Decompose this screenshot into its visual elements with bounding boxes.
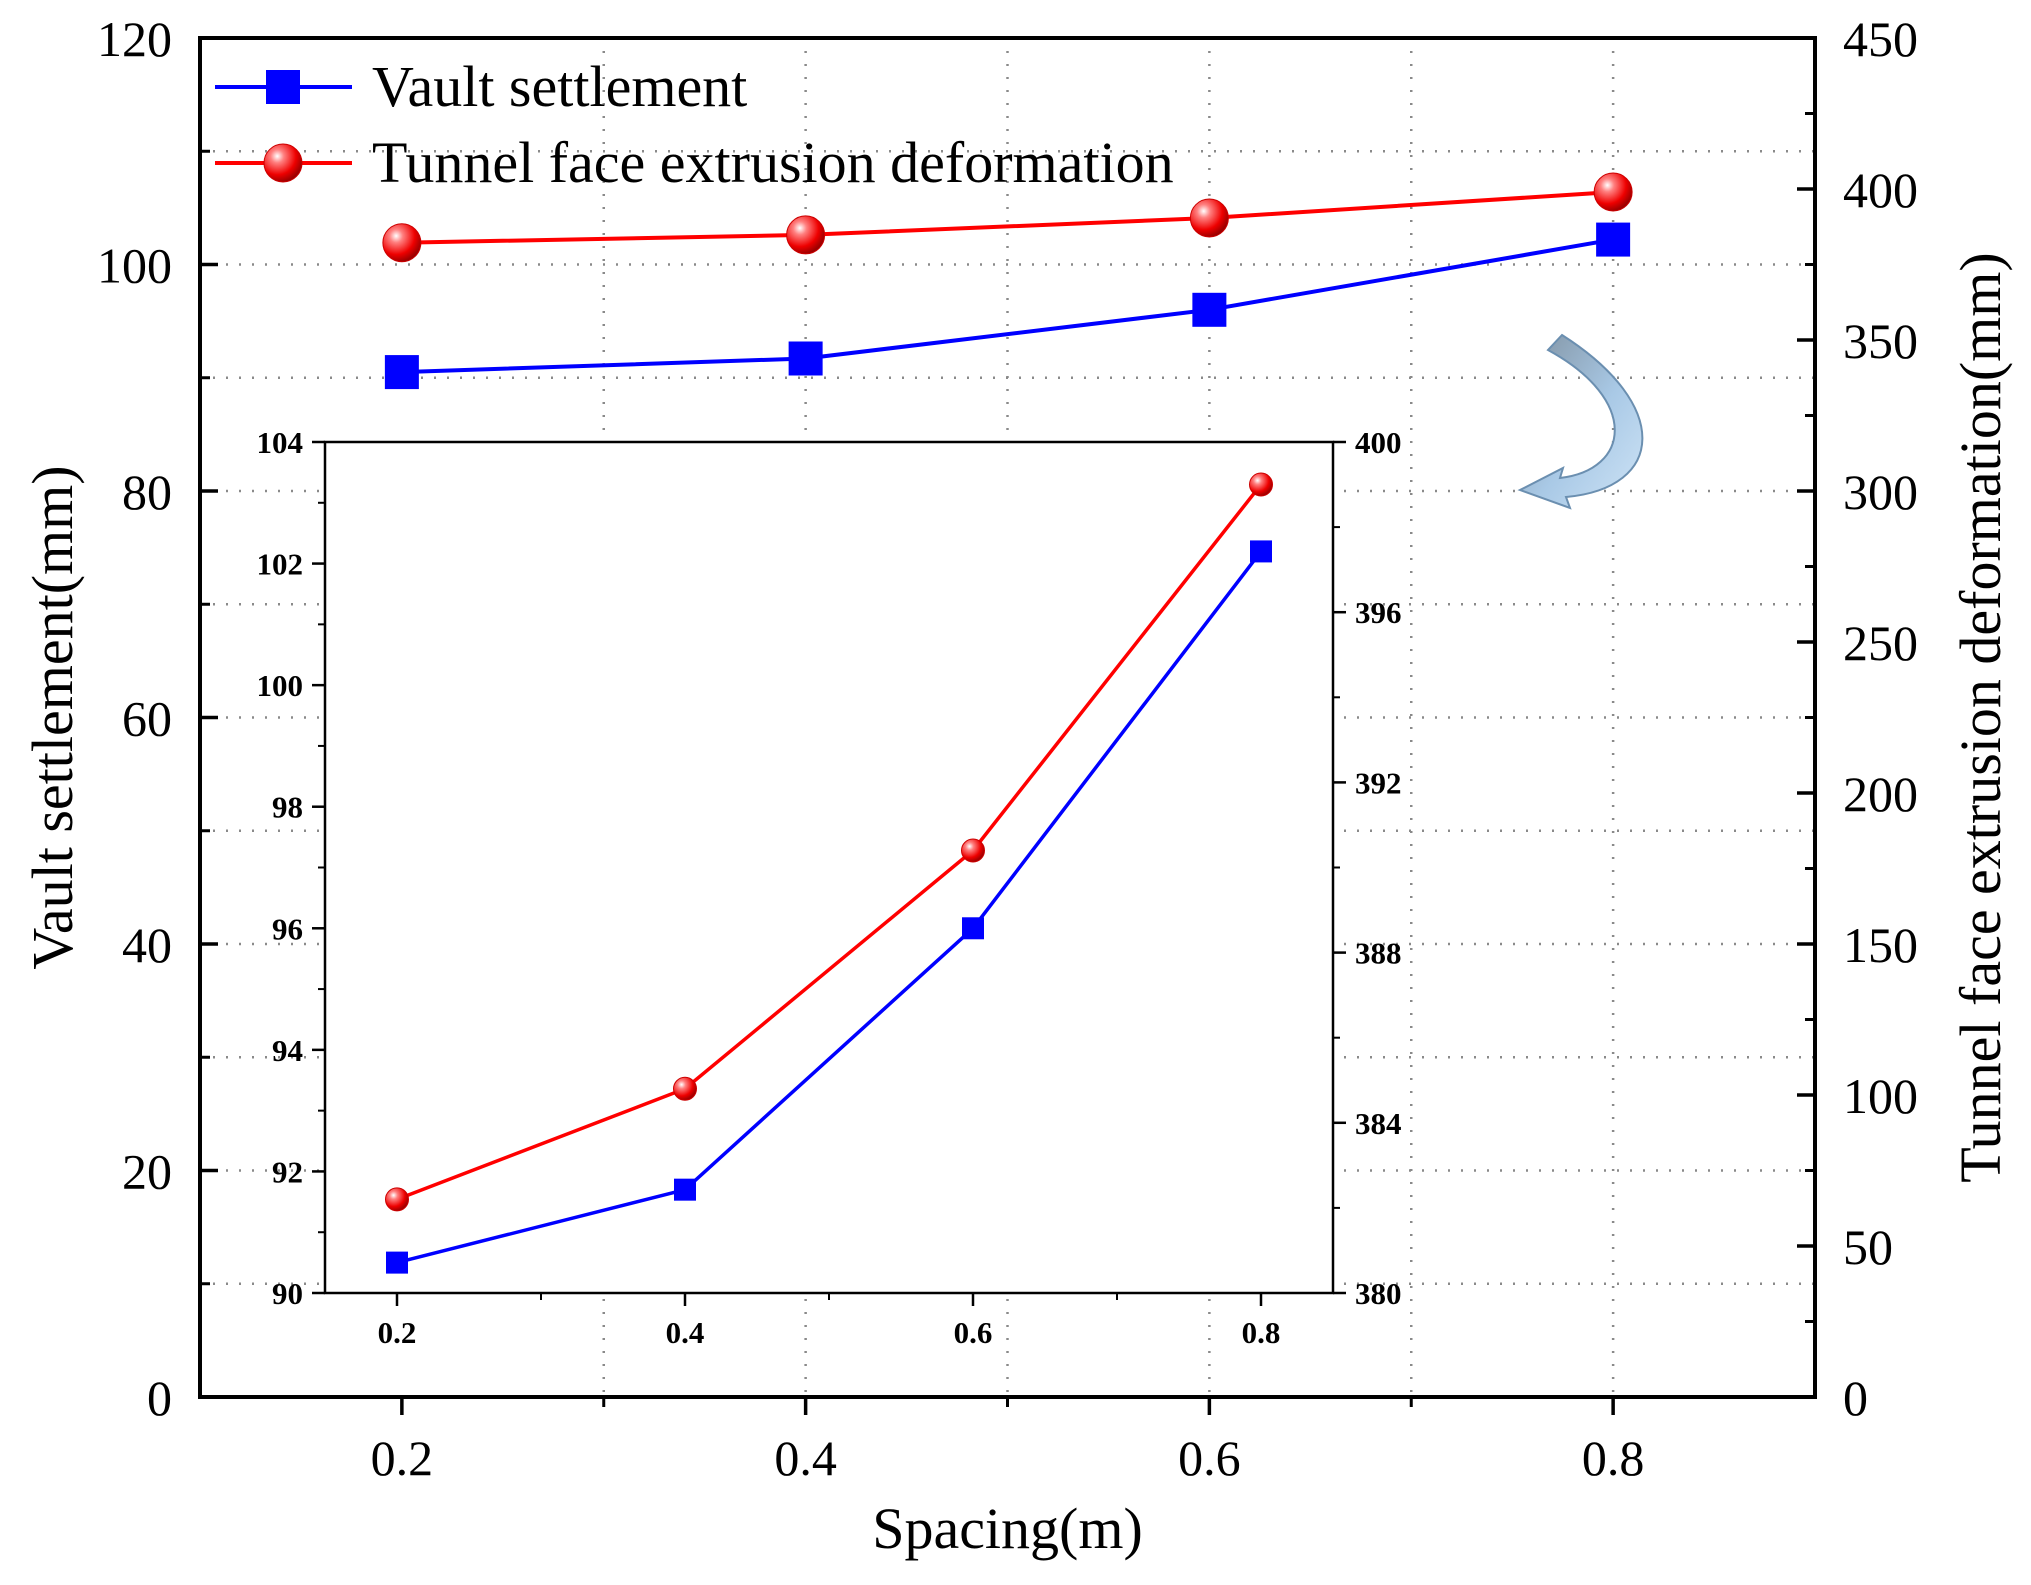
inset-series-tunnel-face-marker (1249, 472, 1273, 497)
y-tick-label: 40 (122, 917, 172, 973)
y-tick-label: 60 (122, 691, 172, 747)
inset-series-tunnel-face-marker (673, 1076, 697, 1101)
y2-tick-label: 450 (1843, 11, 1918, 67)
legend-label-vault-settlement: Vault settlement (372, 54, 747, 119)
inset-chart: 0.2 0.4 0.6 0.8 90 92 94 96 98 100 102 104 380 384 388… (257, 425, 1402, 1350)
y2-tick-label: 150 (1843, 917, 1918, 973)
inset-series-tunnel-face-line (396, 483, 1263, 1202)
inset-y-tick-label: 100 (257, 668, 304, 703)
y-tick-label: 20 (122, 1144, 172, 1200)
inset-background (325, 442, 1333, 1293)
inset-y-tick-label: 102 (257, 547, 304, 582)
x-tick-label: 0.4 (774, 1430, 837, 1486)
y2-tick-label: 50 (1843, 1219, 1893, 1275)
main-series-tunnel-face-marker (382, 223, 422, 263)
inset-series-vault-settlement-marker (962, 917, 984, 940)
inset-y2-tick-label: 380 (1355, 1276, 1402, 1311)
main-chart: 0.2 0.4 0.6 0.8 0 20 40 60 80 100 120 0 50 100 150 200 2… (20, 11, 2013, 1561)
main-series-tunnel-face-marker (786, 215, 826, 255)
inset-y-tick-label: 94 (272, 1033, 303, 1068)
inset-y2-tick-label: 392 (1355, 765, 1402, 800)
inset-y2-tick-label: 384 (1355, 1106, 1402, 1141)
y-axis-title: Vault settlement(mm) (20, 465, 85, 969)
y2-tick-label: 0 (1843, 1370, 1868, 1426)
inset-y-tick-label: 96 (272, 911, 303, 946)
y2-axis-title: Tunnel face extrusion deformation(mm) (1948, 252, 2013, 1182)
inset-y2-tick-label: 388 (1355, 936, 1402, 971)
y-tick-label: 80 (122, 464, 172, 520)
x-axis-title: Spacing(m) (872, 1496, 1143, 1561)
y2-tick-label: 250 (1843, 615, 1918, 671)
inset-y-tick-label: 90 (272, 1276, 303, 1311)
inset-x-tick-label: 0.4 (666, 1315, 705, 1350)
inset-y-tick-label: 104 (257, 425, 304, 460)
inset-series-vault-settlement-line (396, 550, 1263, 1265)
y2-tick-label: 200 (1843, 766, 1918, 822)
inset-y-tick-label: 92 (272, 1154, 303, 1189)
main-series-tunnel-face-marker (1593, 172, 1633, 212)
inset-series-tunnel-face-marker (961, 838, 985, 863)
x-tick-label: 0.2 (371, 1430, 434, 1486)
y2-tick-label: 350 (1843, 313, 1918, 369)
inset-series-vault-settlement-marker (1250, 540, 1272, 563)
y-tick-label: 120 (97, 11, 172, 67)
main-series-vault-settlement-line (401, 237, 1614, 375)
x-tick-label: 0.8 (1582, 1430, 1645, 1486)
inset-y2-tick-label: 400 (1355, 425, 1402, 460)
legend: Vault settlement Tunnel face extrusion de… (215, 54, 1174, 195)
inset-y-tick-label: 98 (272, 790, 303, 825)
inset-y2-tick-label: 396 (1355, 595, 1402, 630)
inset-x-tick-label: 0.2 (378, 1315, 417, 1350)
y-tick-label: 100 (97, 238, 172, 294)
x-tick-label: 0.6 (1178, 1430, 1241, 1486)
inset-series-vault-settlement-marker (386, 1251, 408, 1274)
main-series-vault-settlement-marker (1596, 222, 1631, 257)
legend-marker-tunnel-face (263, 143, 303, 183)
main-series-vault-settlement-marker (384, 355, 419, 390)
main-series-tunnel-face-line (401, 190, 1614, 245)
y2-tick-label: 100 (1843, 1068, 1918, 1124)
y2-tick-label: 300 (1843, 464, 1918, 520)
inset-x-tick-label: 0.6 (954, 1315, 993, 1350)
legend-label-tunnel-face: Tunnel face extrusion deformation (372, 130, 1174, 195)
main-series-vault-settlement-marker (1192, 292, 1227, 327)
main-series-vault-settlement-marker (788, 341, 823, 376)
inset-series-tunnel-face-marker (385, 1187, 409, 1212)
y2-tick-label: 400 (1843, 162, 1918, 218)
curved-arrow-annotation (1517, 333, 1644, 510)
inset-series-vault-settlement-marker (674, 1178, 696, 1201)
main-series-tunnel-face-marker (1189, 198, 1229, 238)
legend-marker-vault-settlement (266, 70, 300, 104)
inset-x-tick-label: 0.8 (1242, 1315, 1281, 1350)
curved-arrow-shape (1517, 333, 1644, 510)
y-tick-label: 0 (147, 1370, 172, 1426)
